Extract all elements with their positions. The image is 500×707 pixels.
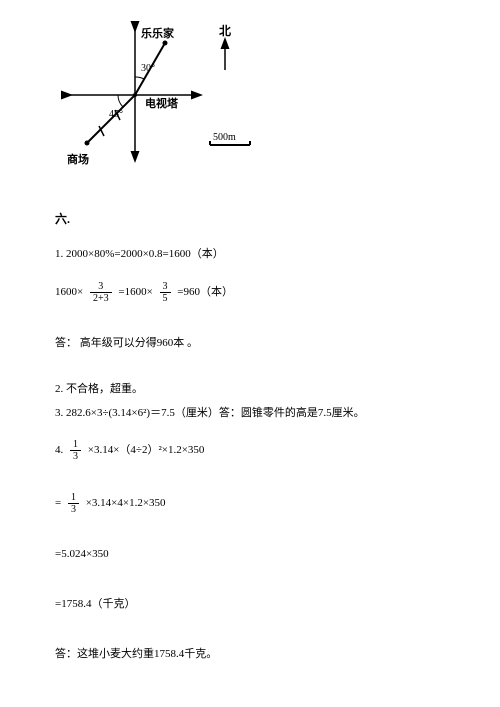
fraction: 1 3	[68, 492, 79, 515]
numerator: 1	[68, 492, 79, 504]
q4-step3: =5.024×350	[55, 545, 460, 565]
denominator: 3	[70, 451, 81, 462]
svg-text:北: 北	[219, 23, 231, 38]
q4-line1: 4. 1 3 ×3.14×（4÷2）²×1.2×350	[55, 439, 460, 462]
numerator: 3	[160, 281, 171, 293]
q4-rest: ×3.14×（4÷2）²×1.2×350	[88, 444, 205, 456]
denominator: 2+3	[90, 293, 112, 304]
q1-l2-suffix: =960（本）	[177, 286, 233, 298]
svg-text:乐乐家: 乐乐家	[141, 26, 175, 40]
q4-prefix: 4.	[55, 444, 63, 456]
q1-l2-mid: =1600×	[118, 286, 152, 298]
denominator: 5	[160, 293, 171, 304]
svg-text:商场: 商场	[67, 152, 89, 166]
q1-answer: 答： 高年级可以分得960本 。	[55, 334, 460, 350]
numerator: 3	[90, 281, 112, 293]
numerator: 1	[70, 439, 81, 451]
document-page: 北 乐乐家 30° 电视塔 45° 商场 500m 六. 1. 2000×80%…	[0, 0, 500, 696]
q3-text: 3. 282.6×3÷(3.14×6²)＝7.5（厘米）答：圆锥零件的高是7.5…	[55, 404, 460, 424]
fraction: 1 3	[70, 439, 81, 462]
compass-diagram: 北 乐乐家 30° 电视塔 45° 商场 500m	[55, 15, 275, 180]
q1-l2-prefix: 1600×	[55, 286, 83, 298]
svg-text:45°: 45°	[109, 109, 123, 120]
q4-step2-rest: ×3.14×4×1.2×350	[86, 497, 166, 509]
denominator: 3	[68, 504, 79, 515]
q4-answer: 答：这堆小麦大约重1758.4千克。	[55, 645, 460, 665]
svg-text:30°: 30°	[141, 63, 155, 74]
q2-text: 2. 不合格，超重。	[55, 380, 460, 400]
q4-step2-eq: =	[55, 497, 61, 509]
q4-step2: = 1 3 ×3.14×4×1.2×350	[55, 492, 460, 515]
svg-text:500m: 500m	[213, 132, 236, 143]
section-heading: 六.	[55, 210, 460, 227]
fraction: 3 2+3	[90, 281, 112, 304]
q1-line1: 1. 2000×80%=2000×0.8=1600（本）	[55, 245, 460, 265]
q1-line2: 1600× 3 2+3 =1600× 3 5 =960（本）	[55, 281, 460, 304]
q4-step4: =1758.4（千克）	[55, 595, 460, 615]
svg-text:电视塔: 电视塔	[145, 96, 179, 110]
diagram-container: 北 乐乐家 30° 电视塔 45° 商场 500m	[55, 15, 460, 180]
fraction: 3 5	[160, 281, 171, 304]
